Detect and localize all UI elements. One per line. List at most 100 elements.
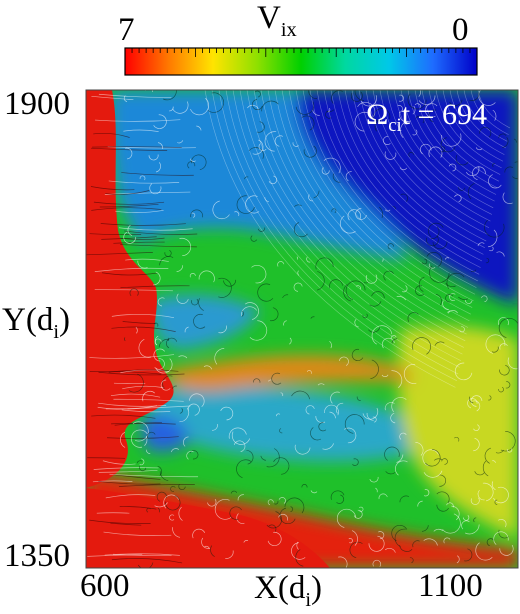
streamline [113,241,165,244]
streamline [303,145,317,158]
streamline [424,103,438,118]
streamline [338,356,349,366]
streamline [429,265,450,283]
streamline [369,108,384,121]
streamline [214,498,232,520]
streamline [375,487,378,493]
streamline [379,206,383,219]
streamline [477,489,485,501]
streamline [423,470,443,478]
streamline [115,209,164,213]
streamline [142,390,156,402]
streamline [171,385,177,389]
streamline [482,482,494,502]
streamline [381,374,389,377]
streamline [363,281,368,284]
streamline [146,507,151,513]
streamline [201,537,211,549]
streamline [218,90,459,375]
streamline [496,251,505,257]
streamline [348,538,353,544]
streamline [457,187,466,191]
streamline [98,402,167,407]
streamline [147,431,156,439]
streamline [89,354,175,359]
streamline [354,319,359,328]
streamline [198,298,204,311]
streamline [153,322,159,327]
streamline [398,94,404,102]
streamline [472,400,481,412]
streamline [513,138,517,143]
streamline [187,403,200,416]
streamline [122,320,156,324]
streamline [479,126,492,138]
streamline [124,337,126,342]
streamline [435,90,502,169]
streamline [409,557,414,564]
streamline [464,548,473,562]
streamline [396,454,404,463]
streamline [459,326,465,333]
streamline [412,129,418,136]
colorbar-ticks [124,48,478,57]
streamline [301,115,315,131]
streamline [108,180,180,184]
streamline [415,442,424,456]
streamline [392,205,396,210]
streamline [86,252,153,256]
streamline [172,101,189,114]
streamline [351,348,364,362]
streamline [393,90,494,209]
streamline [295,90,474,302]
streamline [359,506,364,512]
streamline [136,460,143,464]
streamline [223,279,237,287]
streamline [500,431,516,452]
streamline [145,449,151,454]
streamline [449,90,505,155]
streamline [225,90,460,368]
streamline [109,473,199,478]
streamline [414,103,421,108]
streamline [211,424,218,431]
streamline [239,90,463,355]
streamline [350,91,363,102]
streamline [120,244,197,248]
streamline [114,422,162,426]
streamline [349,541,363,559]
streamline [207,498,217,507]
streamline [157,142,163,149]
streamline [295,549,304,567]
streamline [470,90,509,135]
streamline [390,335,397,340]
colorbar-title-sub: ix [280,18,297,41]
streamline [370,359,379,380]
streamline [485,257,490,264]
streamline [288,90,473,308]
streamline [264,131,277,152]
streamline [465,166,480,176]
streamline [251,265,267,284]
region-blue-top-right [296,90,518,305]
streamline [316,271,325,291]
streamline [278,513,289,521]
streamline [260,455,267,461]
streamline [332,173,341,183]
streamline [207,92,224,113]
streamline [266,448,280,468]
streamline [190,158,196,162]
streamline [156,491,167,502]
streamline [190,97,209,116]
streamline [335,402,344,414]
streamline [484,447,492,464]
streamline [489,246,494,252]
streamline [502,192,513,204]
streamline [296,256,298,260]
streamline [246,449,254,465]
streamline [498,133,507,139]
streamline [426,252,442,268]
streamline [507,357,518,370]
streamline [179,237,192,257]
